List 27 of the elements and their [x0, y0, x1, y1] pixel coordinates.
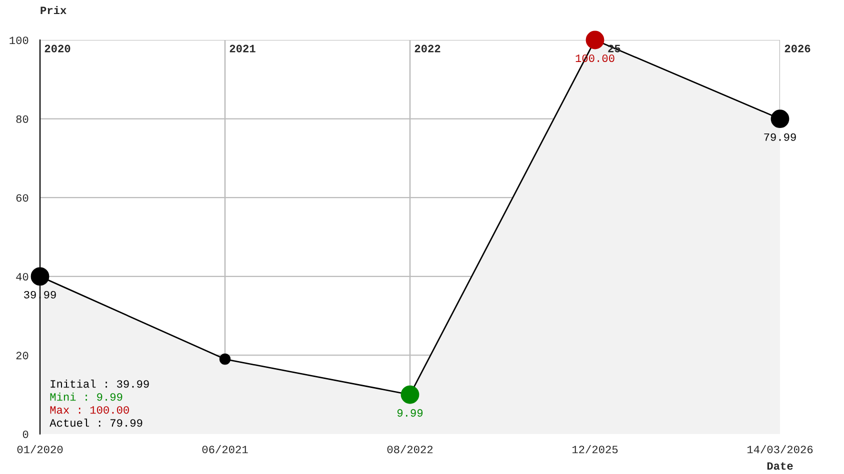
annotation: Mini : 9.99	[50, 392, 122, 401]
text: 2026	[784, 44, 810, 52]
point	[30, 267, 50, 286]
y-tick-label: 100	[10, 36, 28, 44]
y-tick-label: 60	[16, 194, 28, 202]
annotation: 2020	[44, 44, 70, 52]
x-tick-label: 06/2021	[202, 445, 248, 454]
annotation: 2022	[414, 44, 440, 52]
x-tick-label: 01/2020	[17, 445, 63, 454]
point	[770, 110, 790, 128]
x-tick-label: 14/03/2026	[747, 445, 813, 454]
data-label: 79.99	[764, 133, 796, 141]
annotation: Actuel : 79.99	[50, 418, 142, 427]
y-tick-label: 80	[16, 115, 28, 123]
x-tick-label: 08/2022	[387, 445, 433, 454]
x-tick-label: 12/2025	[572, 445, 618, 454]
y-tick-label: 0	[22, 430, 28, 438]
y-tick-label: 20	[16, 352, 28, 360]
x-axis-title: Date	[767, 462, 793, 470]
data-label: 9.99	[397, 409, 423, 417]
y-tick-label: 40	[16, 272, 28, 281]
y-axis-title: Prix	[40, 6, 66, 14]
annotation: 2021	[230, 44, 256, 52]
point	[586, 30, 604, 50]
point	[400, 385, 420, 404]
annotation: Initial : 39.99	[50, 380, 149, 388]
annotation: Max : 100.00	[50, 406, 129, 414]
